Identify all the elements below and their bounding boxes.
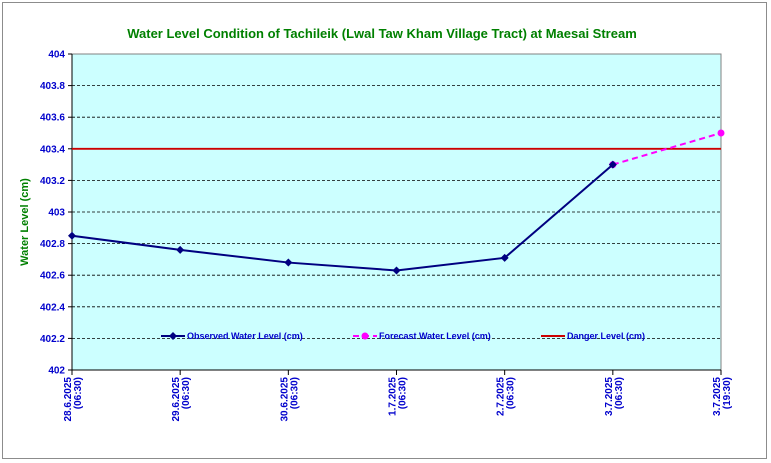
data-point-marker	[68, 231, 76, 240]
data-point-marker	[361, 332, 369, 340]
series-0	[68, 160, 617, 275]
x-tick-label: 1.7.2025 (06:30)	[388, 377, 409, 416]
y-axis-ticks: 402 402.2 402.4 402.6 402.8 403 403.2 403.4 403.…	[40, 50, 73, 377]
data-point-marker	[176, 245, 185, 254]
data-point-marker	[284, 258, 293, 267]
legend-label: Observed Water Level (cm)	[187, 331, 303, 341]
x-tick-time: (06:30)	[506, 377, 517, 409]
x-tick-date: 3.7.2025	[604, 377, 615, 416]
x-tick-time: (06:30)	[181, 377, 192, 409]
legend-item: Forecast Water Level (cm)	[353, 331, 491, 341]
x-tick-date: 29.6.2025	[171, 377, 182, 422]
y-tick-label: 402.4	[40, 302, 65, 313]
y-tick-label: 404	[48, 50, 65, 61]
y-tick-label: 403.2	[40, 176, 65, 187]
y-tick-label: 402	[48, 366, 65, 377]
x-tick-date: 3.7.2025	[712, 377, 723, 416]
y-tick-label: 402.2	[40, 334, 65, 345]
x-tick-label: 2.7.2025 (06:30)	[496, 377, 517, 416]
y-tick-label: 403	[48, 208, 65, 219]
x-axis-ticks: 28.6.2025 (06:30) 29.6.2025 (06:30) 30.6.202…	[63, 369, 733, 422]
series-layer	[68, 129, 725, 275]
x-tick-date: 28.6.2025	[63, 377, 74, 422]
x-tick-label: 28.6.2025 (06:30)	[63, 377, 84, 422]
x-tick-label: 3.7.2025 (06:30)	[604, 377, 625, 416]
legend-item: Observed Water Level (cm)	[161, 331, 303, 341]
x-tick-time: (19:30)	[722, 377, 733, 409]
series-line	[612, 132, 722, 166]
legend-label: Forecast Water Level (cm)	[379, 331, 491, 341]
x-tick-label: 3.7.2025 (19:30)	[712, 377, 733, 416]
x-tick-date: 30.6.2025	[279, 377, 290, 422]
legend: Observed Water Level (cm) Forecast Water …	[161, 331, 645, 341]
x-tick-label: 30.6.2025 (06:30)	[279, 377, 300, 422]
data-point-marker	[608, 160, 617, 169]
data-point-marker	[500, 253, 509, 262]
y-tick-label: 402.6	[40, 271, 65, 282]
chart-title: Water Level Condition of Tachileik (Lwal…	[127, 26, 637, 41]
x-tick-date: 2.7.2025	[496, 377, 507, 416]
data-point-marker	[392, 266, 401, 275]
y-tick-label: 402.8	[40, 239, 65, 250]
y-tick-label: 403.6	[40, 113, 65, 124]
legend-label: Danger Level (cm)	[567, 331, 645, 341]
legend-item: Danger Level (cm)	[541, 331, 645, 341]
x-tick-time: (06:30)	[398, 377, 409, 409]
x-tick-time: (06:30)	[289, 377, 300, 409]
series-line	[71, 163, 614, 272]
x-tick-date: 1.7.2025	[388, 377, 399, 416]
x-tick-time: (06:30)	[73, 377, 84, 409]
data-point-marker	[169, 332, 177, 340]
x-tick-label: 29.6.2025 (06:30)	[171, 377, 192, 422]
y-tick-label: 403.8	[40, 81, 65, 92]
x-tick-time: (06:30)	[614, 377, 625, 409]
y-tick-label: 403.4	[40, 144, 65, 155]
y-axis-label: Water Level (cm)	[19, 178, 31, 266]
data-point-marker	[717, 129, 725, 137]
